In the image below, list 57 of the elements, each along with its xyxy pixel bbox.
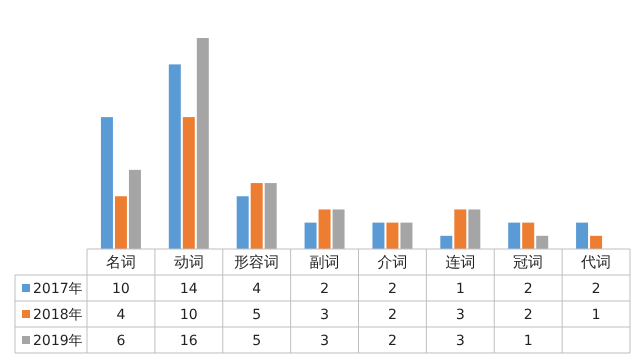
legend-label: 2018年 xyxy=(33,307,83,323)
bar xyxy=(100,117,113,249)
bar xyxy=(386,222,398,249)
data-label: 5 xyxy=(252,307,262,323)
bar xyxy=(372,222,384,249)
legend-label: 2017年 xyxy=(33,281,83,297)
data-label: 2 xyxy=(524,307,533,323)
bar xyxy=(576,222,588,249)
x-tick-label: 冠词 xyxy=(513,253,544,271)
bar xyxy=(400,222,412,249)
x-tick-label: 名词 xyxy=(106,253,136,271)
data-label: 16 xyxy=(180,333,198,349)
x-tick-label: 介词 xyxy=(377,253,408,271)
data-label: 3 xyxy=(320,333,330,349)
bar xyxy=(318,209,331,249)
data-label: 1 xyxy=(456,281,465,297)
legend-label: 2019年 xyxy=(33,333,83,349)
x-tick-label: 代词 xyxy=(580,253,612,271)
bar xyxy=(168,64,181,249)
data-label: 10 xyxy=(180,307,198,323)
bar xyxy=(590,236,602,249)
data-label: 5 xyxy=(252,333,262,349)
data-label: 2 xyxy=(388,307,397,323)
data-label: 3 xyxy=(320,307,330,323)
data-label: 4 xyxy=(116,307,126,323)
bar xyxy=(332,209,345,249)
bar xyxy=(250,183,263,249)
data-label: 4 xyxy=(252,281,262,297)
bar xyxy=(128,170,141,249)
data-label: 2 xyxy=(524,281,533,297)
bar xyxy=(508,222,520,249)
data-label: 6 xyxy=(116,333,126,349)
bar xyxy=(440,236,452,249)
data-label: 3 xyxy=(456,333,465,349)
x-tick-label: 连词 xyxy=(445,253,476,271)
bar xyxy=(468,209,480,249)
data-label: 10 xyxy=(112,281,130,297)
data-label: 2 xyxy=(320,281,330,297)
bar xyxy=(236,196,249,249)
bar xyxy=(304,222,317,249)
data-label: 3 xyxy=(456,307,465,323)
x-tick-label: 副词 xyxy=(310,253,340,271)
data-label: 14 xyxy=(180,281,198,297)
bar xyxy=(536,236,548,249)
bar xyxy=(454,209,466,249)
data-label: 2 xyxy=(388,333,397,349)
data-label: 1 xyxy=(524,333,533,349)
bar xyxy=(264,183,277,249)
bar xyxy=(522,222,534,249)
bar xyxy=(196,38,209,249)
bar xyxy=(182,117,195,249)
data-label: 1 xyxy=(592,307,601,323)
bar xyxy=(114,196,127,249)
data-label: 2 xyxy=(388,281,397,297)
data-label: 2 xyxy=(592,281,601,297)
x-tick-label: 形容词 xyxy=(234,253,280,271)
x-tick-label: 动词 xyxy=(174,253,204,271)
